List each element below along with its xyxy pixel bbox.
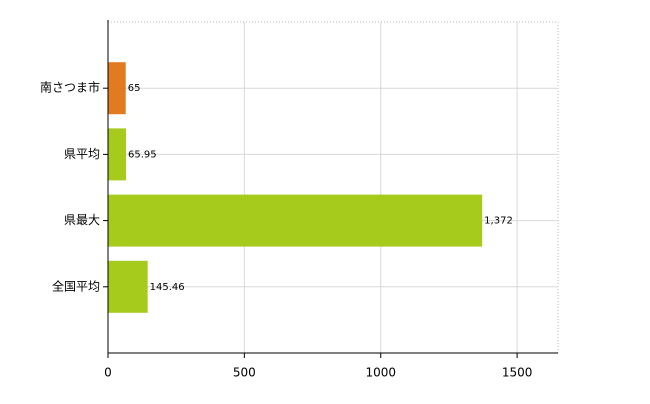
- x-tick-label: 1500: [502, 366, 533, 380]
- value-label: 65: [128, 83, 141, 94]
- y-tick-label: 全国平均: [52, 278, 100, 293]
- x-tick-label: 500: [233, 366, 256, 380]
- value-label: 1,372: [484, 216, 513, 227]
- y-tick-label: 県平均: [64, 147, 100, 161]
- bar: [108, 194, 483, 247]
- y-tick-label: 県最大: [64, 213, 100, 227]
- bar: [108, 62, 126, 115]
- y-tick-label: 南さつま市: [40, 80, 100, 95]
- value-label: 145.46: [150, 282, 185, 293]
- value-label: 65.95: [128, 149, 157, 160]
- x-tick-label: 1000: [365, 366, 396, 380]
- bar: [108, 260, 148, 313]
- bar: [108, 128, 126, 181]
- x-tick-label: 0: [104, 366, 112, 380]
